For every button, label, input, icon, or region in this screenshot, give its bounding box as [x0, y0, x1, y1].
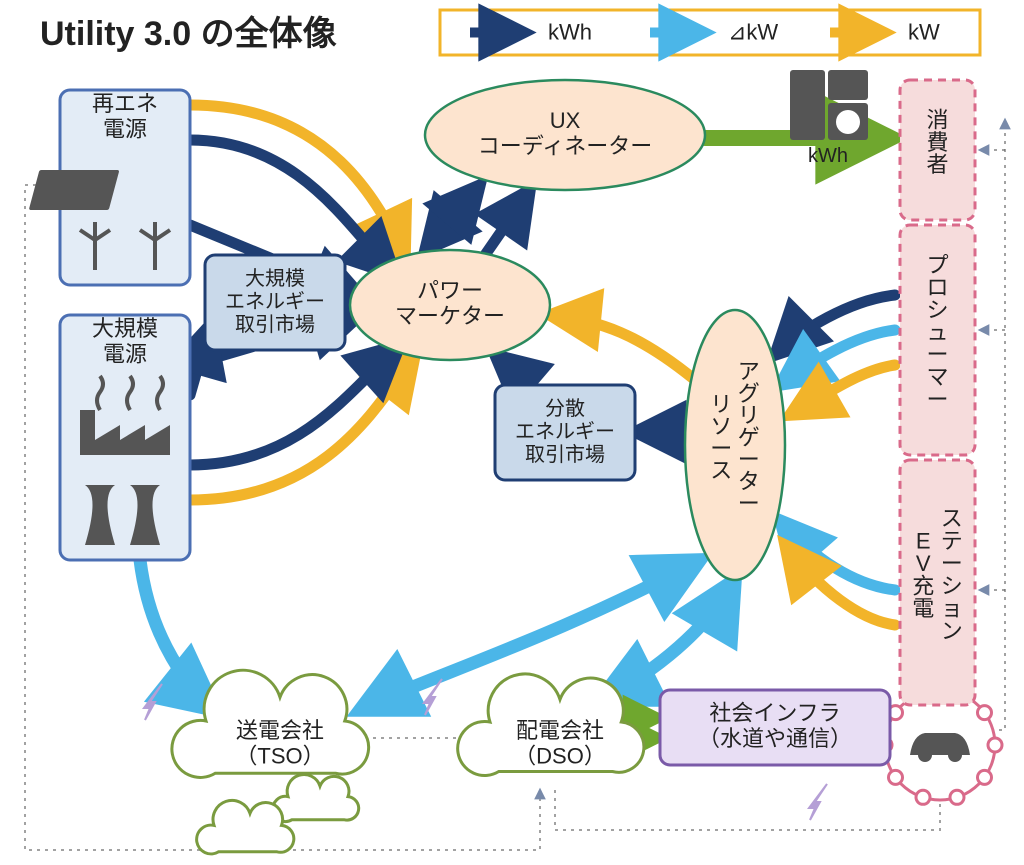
svg-text:シ: シ	[926, 297, 948, 322]
svg-text:テ: テ	[941, 529, 963, 554]
ev-ring-dot	[977, 706, 991, 720]
lightning-icon	[144, 684, 162, 720]
node-aggregator: リソースアグリゲーター	[685, 310, 785, 580]
svg-text:ス: ス	[941, 506, 963, 531]
svg-text:送電会社: 送電会社	[236, 718, 324, 743]
svg-text:エネルギー: エネルギー	[225, 290, 325, 313]
page-title: Utility 3.0 の全体像	[40, 14, 337, 53]
svg-text:充: 充	[912, 574, 934, 599]
svg-text:電源: 電源	[103, 341, 147, 366]
node-consumer: 消費者	[900, 80, 975, 220]
svg-text:（TSO）: （TSO）	[235, 743, 324, 768]
svg-text:取引市場: 取引市場	[525, 443, 605, 466]
flow-arrow	[190, 345, 400, 465]
diagram-canvas: Utility 3.0 の全体像kWh⊿kWkWkWh再エネ電源大規模電源大規模…	[0, 0, 1024, 865]
flow-arrow	[495, 355, 530, 385]
solar-icon	[29, 170, 120, 210]
svg-text:者: 者	[926, 152, 948, 177]
svg-text:ー: ー	[738, 491, 760, 516]
svg-text:費: 費	[926, 130, 948, 155]
svg-text:ー: ー	[926, 387, 948, 412]
svg-text:（水道や通信）: （水道や通信）	[698, 726, 852, 751]
ev-ring-dot	[950, 790, 964, 804]
svg-text:マ: マ	[926, 365, 948, 390]
svg-text:ン: ン	[941, 618, 963, 643]
svg-text:電: 電	[912, 596, 934, 621]
svg-text:シ: シ	[941, 574, 963, 599]
svg-text:ス: ス	[710, 458, 732, 483]
svg-text:V: V	[916, 551, 931, 576]
cloud-icon	[197, 800, 294, 853]
svg-text:UX: UX	[550, 108, 581, 133]
svg-text:コーディネーター: コーディネーター	[478, 133, 652, 158]
ev-ring-dot	[916, 790, 930, 804]
svg-text:（DSO）: （DSO）	[514, 743, 606, 768]
svg-text:ュ: ュ	[926, 320, 948, 345]
flow-arrow	[550, 315, 695, 380]
svg-text:ロ: ロ	[926, 275, 948, 300]
flow-arrow	[485, 190, 530, 255]
lightning-icon	[809, 784, 827, 820]
svg-text:電源: 電源	[103, 116, 147, 141]
svg-text:取引市場: 取引市場	[235, 313, 315, 336]
svg-text:ョ: ョ	[941, 596, 963, 621]
svg-text:ー: ー	[941, 551, 963, 576]
ev-ring-dot	[977, 770, 991, 784]
svg-text:配電会社: 配電会社	[516, 718, 604, 743]
svg-text:ー: ー	[926, 342, 948, 367]
ev-ring-dot	[988, 738, 1002, 752]
flow-arrow	[140, 560, 215, 710]
cloud-icon	[273, 775, 359, 822]
legend-label: kWh	[548, 20, 592, 45]
legend-label: kW	[908, 20, 940, 45]
svg-text:分散: 分散	[545, 397, 585, 420]
svg-text:大規模: 大規模	[92, 316, 158, 341]
microwave-icon	[828, 70, 868, 100]
legend-label: ⊿kW	[728, 20, 778, 45]
svg-text:プ: プ	[926, 252, 948, 277]
svg-text:パワー: パワー	[417, 278, 483, 303]
fridge-icon	[790, 70, 825, 140]
svg-text:マーケター: マーケター	[395, 303, 505, 328]
svg-text:再エネ: 再エネ	[92, 91, 158, 116]
svg-text:社会インフラ: 社会インフラ	[709, 701, 840, 726]
svg-text:大規模: 大規模	[245, 267, 305, 290]
node-ev: EV充電 ステーション	[900, 460, 975, 705]
svg-text:消: 消	[926, 107, 948, 132]
ev-ring-dot	[889, 770, 903, 784]
kwh-label: kWh	[808, 145, 848, 167]
svg-text:エネルギー: エネルギー	[515, 420, 615, 443]
flow-arrow	[425, 185, 480, 250]
node-prosumer: プロシューマー	[900, 225, 975, 455]
svg-text:E: E	[916, 529, 931, 554]
